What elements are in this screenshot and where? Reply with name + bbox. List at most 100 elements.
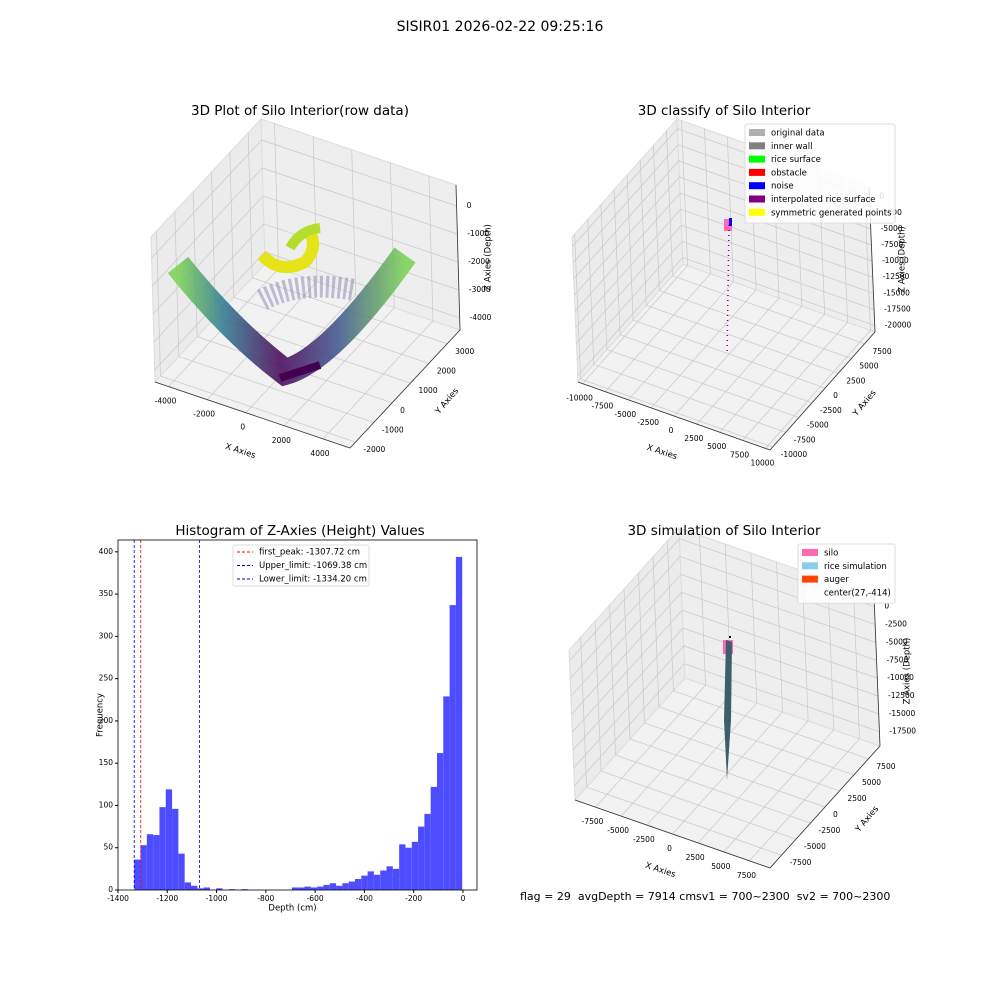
grid-line xyxy=(428,175,434,321)
grid-line xyxy=(629,738,826,808)
legend-box xyxy=(232,544,370,587)
grid-line xyxy=(639,160,647,306)
bar xyxy=(348,881,355,890)
legend-label: first_peak: -1307.72 cm xyxy=(259,548,360,558)
x-tick-label: 0 xyxy=(669,426,674,435)
grid-line xyxy=(580,637,587,788)
grid-line xyxy=(322,320,434,440)
y-tick-label: 250 xyxy=(99,674,114,683)
grid-line xyxy=(580,378,773,448)
y-tick-label: 0 xyxy=(833,810,838,819)
x-tick-label: 7500 xyxy=(730,450,749,459)
y-tick-label: 1000 xyxy=(419,386,438,395)
bar xyxy=(190,885,198,890)
bar xyxy=(228,889,236,890)
grid-line xyxy=(151,139,262,259)
grid-line xyxy=(587,219,595,365)
y-tick-label: -2500 xyxy=(819,826,841,835)
plot-frame xyxy=(117,539,478,891)
bar xyxy=(323,884,330,890)
figure-title: SISIR01 2026-02-22 09:25:16 xyxy=(397,19,604,35)
bar xyxy=(216,888,223,890)
x-tick-label: 2000 xyxy=(272,436,291,445)
grid-line xyxy=(680,556,876,625)
grid-line xyxy=(605,273,711,392)
axis-line xyxy=(873,595,881,747)
grid-line xyxy=(152,195,264,315)
y-tick-label: 0 xyxy=(833,391,838,400)
grid-line xyxy=(615,754,811,824)
y-tick-label: 200 xyxy=(99,716,114,725)
y-tick-label: -1000 xyxy=(382,425,404,434)
x-tick-label: 2500 xyxy=(686,853,705,862)
bar xyxy=(184,882,191,890)
grid-line xyxy=(570,574,682,697)
legend-label: original data xyxy=(771,129,825,139)
grid-line xyxy=(681,120,688,266)
y-tick-label: 350 xyxy=(99,589,114,598)
y-tick-label: 150 xyxy=(99,758,114,767)
z-tick-label: -12500 xyxy=(883,272,910,281)
y-tick-label: -5000 xyxy=(804,842,826,851)
grid-line xyxy=(247,132,253,278)
z-tick-label: -17500 xyxy=(889,727,916,736)
x-tick-label: -5000 xyxy=(607,826,629,835)
bar xyxy=(172,808,179,890)
annotation: flag = 29 avgDepth = 7914 cmsv1 = 700~23… xyxy=(520,890,890,903)
z-tick-label: -10000 xyxy=(882,256,909,265)
bar xyxy=(392,868,400,890)
grid-line xyxy=(263,195,459,263)
z-tick-label: -5000 xyxy=(881,224,903,233)
y-tick-label: 7500 xyxy=(876,762,895,771)
grid-line xyxy=(569,556,681,679)
legend-swatch xyxy=(802,549,818,556)
grid-line xyxy=(679,192,873,262)
x-tick-label: -7500 xyxy=(582,817,604,826)
bar xyxy=(418,826,425,890)
bar xyxy=(159,807,166,890)
bar xyxy=(134,859,141,890)
z-tick-label: -15000 xyxy=(889,709,916,718)
bar xyxy=(310,887,318,890)
bar xyxy=(386,866,393,890)
x-tick-label: -400 xyxy=(356,894,373,903)
x-tick-label: 2500 xyxy=(684,434,703,443)
grid-line xyxy=(650,289,757,409)
grid-line xyxy=(623,588,631,740)
legend-box xyxy=(744,123,896,224)
bar xyxy=(140,845,147,890)
grid-line xyxy=(606,349,799,418)
simulated-surface xyxy=(723,636,733,780)
z-tick-label: -5000 xyxy=(886,637,908,646)
grid-line xyxy=(658,706,855,776)
chart-title: Histogram of Z-Axies (Height) Values xyxy=(175,523,424,539)
bar xyxy=(153,835,160,890)
point-cloud xyxy=(167,223,416,387)
grid-line xyxy=(699,535,706,686)
x-tick-label: -800 xyxy=(257,894,274,903)
y-tick-label: 300 xyxy=(99,631,114,640)
chart-title: 3D simulation of Silo Interior xyxy=(627,523,821,539)
bar xyxy=(399,844,406,890)
y-axis-label: Frequency xyxy=(96,693,106,737)
grid-line xyxy=(704,128,711,274)
grid-line xyxy=(659,290,852,359)
z-tick-label: -20000 xyxy=(885,321,912,330)
grid-line xyxy=(577,257,683,376)
grid-line xyxy=(765,330,871,449)
y-tick-label: 3000 xyxy=(455,347,474,356)
axis-line xyxy=(349,329,461,449)
legend-swatch xyxy=(749,129,765,136)
y-tick-label: -7500 xyxy=(794,435,816,444)
axis-line xyxy=(769,331,876,451)
grid-line xyxy=(572,144,679,264)
bar xyxy=(443,696,450,890)
grid-line xyxy=(681,225,874,294)
grid-line xyxy=(586,786,782,856)
y-tick-label: 5000 xyxy=(859,362,878,371)
grid-line xyxy=(681,591,877,661)
y-tick-label: 0 xyxy=(400,406,405,415)
x-tick-label: 5000 xyxy=(711,862,730,871)
grid-line xyxy=(672,275,865,345)
